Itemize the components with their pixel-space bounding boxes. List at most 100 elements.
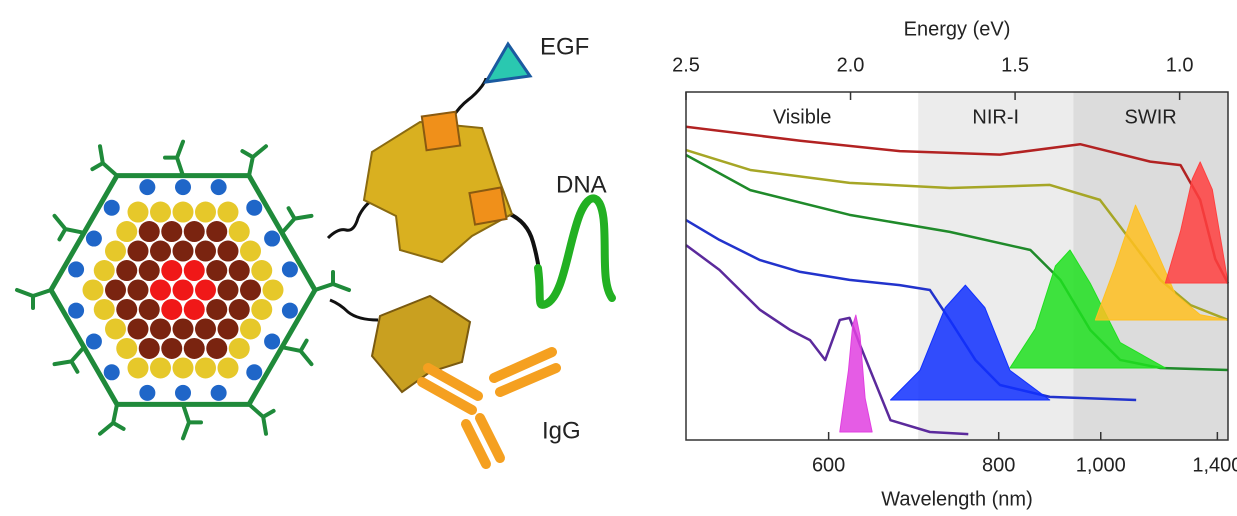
x-tick-label: 1,000 [1076, 454, 1126, 476]
nanocrystal-atom [161, 338, 182, 359]
ligand-anchor [264, 231, 280, 247]
nanocrystal-atom [150, 280, 171, 301]
region-label: NIR-I [972, 106, 1019, 128]
ligand-arm [100, 404, 124, 433]
nanocrystal-atom [184, 260, 205, 281]
nanocrystal-atom [240, 241, 261, 262]
nanoparticle [17, 142, 349, 439]
ligand-anchor [68, 303, 84, 319]
nanocrystal-atom [116, 221, 137, 242]
nanocrystal-atom [229, 338, 250, 359]
nanocrystal-atom [218, 241, 239, 262]
ligand-arm [183, 404, 201, 438]
nanocrystal-atom [150, 357, 171, 378]
nanocrystal-atom [206, 260, 227, 281]
nanocrystal-atom [229, 260, 250, 281]
ligand-anchor [86, 231, 102, 247]
ligand-anchor [139, 385, 155, 401]
nanocrystal-atom [150, 241, 171, 262]
ligand-arm [165, 142, 183, 176]
x2-tick-label: 1.5 [1001, 54, 1029, 76]
ligand-arm [282, 208, 311, 233]
x2-tick-label: 2.5 [672, 54, 700, 76]
nanocrystal-atom [128, 202, 149, 223]
nanocrystal-atom [206, 299, 227, 320]
nanocrystal-atom [105, 280, 126, 301]
nanocrystal-atom [218, 202, 239, 223]
ligand-arm [17, 290, 51, 308]
ligand-anchor [104, 364, 120, 380]
nanocrystal-atom [240, 318, 261, 339]
nanocrystal-atom [218, 280, 239, 301]
nanocrystal-atom [116, 338, 137, 359]
ligand-anchor [211, 385, 227, 401]
nanocrystal-atom [195, 318, 216, 339]
nanocrystal-atom [139, 299, 160, 320]
ligand-anchor [282, 261, 298, 277]
nanocrystal-atom [173, 202, 194, 223]
ligand-anchor [211, 179, 227, 195]
ligand-arm [55, 347, 84, 372]
x-tick-label: 1,400 [1192, 454, 1237, 476]
ligand-anchor [264, 333, 280, 349]
x-tick-label: 800 [982, 454, 1015, 476]
nanocrystal-atom [195, 241, 216, 262]
spectral-region [686, 92, 918, 440]
nanocrystal-atom [173, 357, 194, 378]
nanocrystal-atom [83, 280, 104, 301]
binding-site [469, 187, 506, 224]
x-axis-title: Wavelength (nm) [881, 488, 1033, 510]
region-label: SWIR [1125, 106, 1177, 128]
nanocrystal-atom [218, 357, 239, 378]
ligand-anchor [246, 364, 262, 380]
nanocrystal-atom [263, 280, 284, 301]
ligand-anchor [282, 303, 298, 319]
ligand-anchor [68, 261, 84, 277]
figure: EGF DNA IgG VisibleNIR-ISWIR6008001,0001… [0, 0, 1237, 516]
egf-label: EGF [540, 33, 589, 60]
nanocrystal-atom [150, 202, 171, 223]
igg-label: IgG [542, 417, 581, 444]
linker [328, 198, 376, 238]
nanocrystal-atom [139, 338, 160, 359]
ligand-arm [242, 146, 266, 175]
ligand-anchor [139, 179, 155, 195]
nanocrystal-atom [161, 221, 182, 242]
ligand-arm [92, 146, 117, 175]
nanocrystal-atom [105, 241, 126, 262]
nanocrystal-atom [184, 338, 205, 359]
nanocrystal-atom [195, 357, 216, 378]
nanocrystal-atom [251, 260, 272, 281]
nanocrystal-atom [116, 260, 137, 281]
nanocrystal-atom [251, 299, 272, 320]
ligand-arm [249, 404, 274, 433]
nanocrystal-atom [94, 260, 115, 281]
nanocrystal-atom [173, 280, 194, 301]
nanocrystal-atom [229, 221, 250, 242]
binding-site [422, 112, 460, 150]
nanocrystal-atom [195, 280, 216, 301]
nanocrystal-atom [128, 280, 149, 301]
egf-triangle [486, 44, 530, 82]
ligand-arm [315, 272, 349, 290]
linker [330, 300, 378, 320]
x2-axis-title: Energy (eV) [904, 18, 1011, 40]
linker [505, 212, 539, 270]
nanocrystal-atom [139, 221, 160, 242]
nanocrystal-atom [206, 338, 227, 359]
x2-tick-label: 1.0 [1166, 54, 1194, 76]
nanocrystal-atom [128, 357, 149, 378]
ligand-anchor [104, 200, 120, 216]
nanocrystal-atom [139, 260, 160, 281]
nanocrystal-atom [173, 318, 194, 339]
nanocrystal-atom [161, 260, 182, 281]
nanocrystal-atom [94, 299, 115, 320]
nanocrystal-atom [150, 318, 171, 339]
nanocrystal-atom [105, 318, 126, 339]
nanocrystal-atom [229, 299, 250, 320]
linker [452, 78, 486, 118]
x-tick-label: 600 [812, 454, 845, 476]
ligand-anchor [86, 333, 102, 349]
nanocrystal-atom [128, 318, 149, 339]
